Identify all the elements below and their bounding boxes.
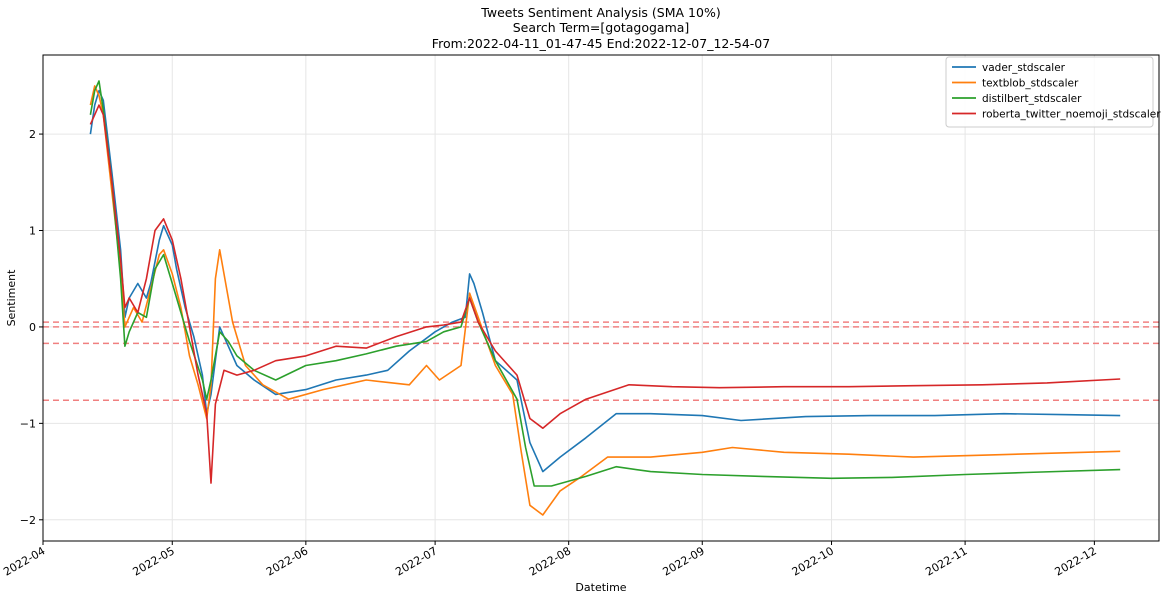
x-axis-ticks: 2022-04 2022-05 2022-06 2022-07 2022-08 2022-…	[1, 541, 1099, 579]
x-tick-label: 2022-11	[923, 544, 969, 578]
legend-label-distilbert_stdscaler: distilbert_stdscaler	[982, 93, 1082, 105]
series-line-textblob_stdscaler	[89, 85, 1121, 516]
x-tick-label: 2022-05	[130, 544, 176, 578]
y-tick-label: −2	[20, 514, 36, 527]
plot-frame	[42, 54, 1160, 542]
x-tick-label: 2022-06	[264, 544, 310, 578]
x-tick-label: 2022-10	[790, 544, 836, 578]
legend-box	[945, 56, 1154, 128]
x-tick-label: 2022-08	[527, 544, 573, 578]
chart-subtitle-line-2: From:2022-04-11_01-47-45 End:2022-12-07_…	[432, 36, 770, 51]
y-tick-label: 2	[29, 128, 36, 141]
chart-title: Tweets Sentiment Analysis (SMA 10%)	[480, 5, 720, 20]
x-axis-label: Datetime	[575, 581, 626, 594]
x-tick-label: 2022-09	[660, 544, 706, 578]
series-line-roberta_twitter_noemoji_stdscaler	[89, 104, 1121, 484]
legend: vader_stdscaler textblob_stdscalerdistilb…	[945, 56, 1161, 128]
y-axis-label: Sentiment	[5, 269, 18, 327]
legend-label-textblob_stdscaler: textblob_stdscaler	[982, 78, 1079, 90]
chart-subtitle-line-1: Search Term=[gotagogama]	[513, 20, 690, 35]
legend-label-roberta_twitter_noemoji_stdscaler: roberta_twitter_noemoji_stdscaler	[982, 109, 1161, 121]
x-tick-label: 2022-07	[393, 544, 439, 578]
y-tick-label: −1	[20, 417, 36, 430]
legend-label-vader_stdscaler: vader_stdscaler	[982, 62, 1066, 74]
y-tick-label: 1	[29, 225, 36, 238]
series-line-distilbert_stdscaler	[89, 80, 1121, 487]
series-lines	[89, 80, 1121, 516]
y-tick-label: 0	[29, 321, 36, 334]
x-tick-label: 2022-04	[1, 544, 47, 578]
x-tick-label: 2022-12	[1053, 544, 1099, 578]
series-line-vader_stdscaler	[89, 89, 1121, 473]
y-axis-ticks: −2 −1 0 1 2	[20, 128, 43, 527]
